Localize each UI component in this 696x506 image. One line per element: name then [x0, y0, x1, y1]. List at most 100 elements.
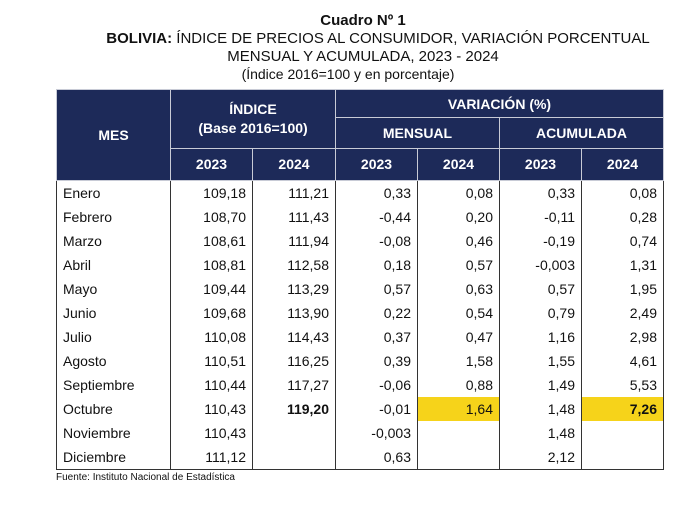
- country-label: BOLIVIA:: [106, 30, 173, 47]
- table-row: Diciembre 111,12 0,63 2,12: [56, 445, 664, 470]
- cell-indice-2023: 110,51: [170, 349, 253, 373]
- source-note: Fuente: Instituto Nacional de Estadístic…: [56, 472, 235, 483]
- table-row: Septiembre 110,44 117,27 -0,06 0,88 1,49…: [56, 373, 664, 397]
- cell-indice-2023: 111,12: [170, 445, 253, 470]
- header-indice-line2: (Base 2016=100): [198, 119, 308, 136]
- cell-indice-2023: 109,44: [170, 277, 253, 301]
- ipc-table: MES ÍNDICE (Base 2016=100) VARIACIÓN (%)…: [56, 88, 664, 470]
- cell-mes: Abril: [56, 253, 171, 277]
- cell-indice-2023: 110,43: [170, 421, 253, 445]
- cell-mensual-2023: 0,63: [335, 445, 418, 470]
- cell-mensual-2024: 0,88: [417, 373, 500, 397]
- cell-acumulada-2023: 1,48: [499, 421, 582, 445]
- cell-mes: Mayo: [56, 277, 171, 301]
- cell-indice-2024: 119,20: [252, 397, 336, 421]
- cell-acumulada-2024: 0,74: [581, 229, 664, 253]
- cell-indice-2023: 108,81: [170, 253, 253, 277]
- cell-mensual-2023: -0,01: [335, 397, 418, 421]
- cell-mes: Agosto: [56, 349, 171, 373]
- cell-mensual-2024: [417, 445, 500, 470]
- cell-acumulada-2023: -0,19: [499, 229, 582, 253]
- cell-acumulada-2024: 2,98: [581, 325, 664, 349]
- table-row: Mayo 109,44 113,29 0,57 0,63 0,57 1,95: [56, 277, 664, 301]
- cell-indice-2023: 110,08: [170, 325, 253, 349]
- cell-mensual-2024: 0,63: [417, 277, 500, 301]
- cell-mes: Junio: [56, 301, 171, 325]
- cell-acumulada-2023: 1,16: [499, 325, 582, 349]
- cell-mes: Septiembre: [56, 373, 171, 397]
- table-subtitle: MENSUAL Y ACUMULADA, 2023 - 2024: [227, 48, 499, 65]
- cell-acumulada-2023: 1,49: [499, 373, 582, 397]
- cell-acumulada-2023: 1,55: [499, 349, 582, 373]
- header-year-acumulada-2024: 2024: [581, 147, 664, 182]
- cell-acumulada-2024: 1,31: [581, 253, 664, 277]
- cell-mes: Marzo: [56, 229, 171, 253]
- cell-mensual-2024: 0,20: [417, 205, 500, 229]
- table-row: Junio 109,68 113,90 0,22 0,54 0,79 2,49: [56, 301, 664, 325]
- cell-indice-2023: 109,68: [170, 301, 253, 325]
- cell-indice-2024: 111,43: [252, 205, 336, 229]
- cell-mensual-2023: 0,39: [335, 349, 418, 373]
- cell-acumulada-2024: 2,49: [581, 301, 664, 325]
- cell-indice-2023: 110,44: [170, 373, 253, 397]
- header-indice: ÍNDICE (Base 2016=100): [170, 89, 336, 149]
- cell-indice-2024: 113,29: [252, 277, 336, 301]
- cell-mensual-2023: 0,22: [335, 301, 418, 325]
- cell-mes: Noviembre: [56, 421, 171, 445]
- header-year-mensual-2024: 2024: [417, 147, 500, 182]
- cell-acumulada-2024: [581, 445, 664, 470]
- cell-mensual-2024: 0,08: [417, 180, 500, 205]
- cell-mensual-2023: 0,37: [335, 325, 418, 349]
- cell-indice-2024: 113,90: [252, 301, 336, 325]
- table-header: MES ÍNDICE (Base 2016=100) VARIACIÓN (%)…: [56, 88, 664, 182]
- cell-acumulada-2023: 0,33: [499, 180, 582, 205]
- cell-mensual-2024: 0,54: [417, 301, 500, 325]
- table-note: (Índice 2016=100 y en porcentaje): [241, 66, 455, 82]
- cell-acumulada-2023: -0,11: [499, 205, 582, 229]
- table-row: Febrero 108,70 111,43 -0,44 0,20 -0,11 0…: [56, 205, 664, 229]
- table-row: Noviembre 110,43 -0,003 1,48: [56, 421, 664, 445]
- cell-mensual-2023: -0,003: [335, 421, 418, 445]
- cell-indice-2024: 111,94: [252, 229, 336, 253]
- cell-mensual-2023: 0,57: [335, 277, 418, 301]
- cell-acumulada-2023: 0,57: [499, 277, 582, 301]
- cell-mensual-2024: [417, 421, 500, 445]
- cell-indice-2023: 110,43: [170, 397, 253, 421]
- cell-indice-2024: 114,43: [252, 325, 336, 349]
- table-row: Marzo 108,61 111,94 -0,08 0,46 -0,19 0,7…: [56, 229, 664, 253]
- cell-indice-2024: [252, 445, 336, 470]
- header-indice-line1: ÍNDICE: [229, 100, 277, 117]
- cell-indice-2023: 108,70: [170, 205, 253, 229]
- header-year-indice-2023: 2023: [170, 147, 253, 182]
- cell-mes: Octubre: [56, 397, 171, 421]
- cell-mensual-2024: 0,46: [417, 229, 500, 253]
- cell-acumulada-2023: -0,003: [499, 253, 582, 277]
- cell-acumulada-2024: 5,53: [581, 373, 664, 397]
- cell-acumulada-2024: 1,95: [581, 277, 664, 301]
- cell-mensual-2023: 0,18: [335, 253, 418, 277]
- cell-acumulada-2024: 4,61: [581, 349, 664, 373]
- cell-indice-2024: 111,21: [252, 180, 336, 205]
- table-row: Abril 108,81 112,58 0,18 0,57 -0,003 1,3…: [56, 253, 664, 277]
- table-row: Julio 110,08 114,43 0,37 0,47 1,16 2,98: [56, 325, 664, 349]
- cell-mes: Enero: [56, 180, 171, 205]
- cell-mensual-2024: 0,57: [417, 253, 500, 277]
- cell-acumulada-2024-highlighted: 7,26: [581, 397, 664, 421]
- cell-indice-2024: 116,25: [252, 349, 336, 373]
- cell-acumulada-2024: 0,28: [581, 205, 664, 229]
- cell-mes: Diciembre: [56, 445, 171, 470]
- header-mes: MES: [56, 89, 171, 181]
- table-title: BOLIVIA: ÍNDICE DE PRECIOS AL CONSUMIDOR…: [60, 30, 696, 48]
- header-acumulada: ACUMULADA: [499, 117, 664, 149]
- ipc-table-wrapper: MES ÍNDICE (Base 2016=100) VARIACIÓN (%)…: [56, 88, 664, 470]
- cell-mes: Febrero: [56, 205, 171, 229]
- table-number: Cuadro Nº 1: [320, 12, 406, 29]
- table-row: Enero 109,18 111,21 0,33 0,08 0,33 0,08: [56, 180, 664, 205]
- cell-mensual-2023: 0,33: [335, 180, 418, 205]
- cell-acumulada-2023: 0,79: [499, 301, 582, 325]
- cell-indice-2024: 117,27: [252, 373, 336, 397]
- cell-mensual-2024-highlighted: 1,64: [417, 397, 500, 421]
- cell-mensual-2024: 0,47: [417, 325, 500, 349]
- document-titles: Cuadro Nº 1 BOLIVIA: ÍNDICE DE PRECIOS A…: [0, 12, 696, 83]
- cell-acumulada-2023: 2,12: [499, 445, 582, 470]
